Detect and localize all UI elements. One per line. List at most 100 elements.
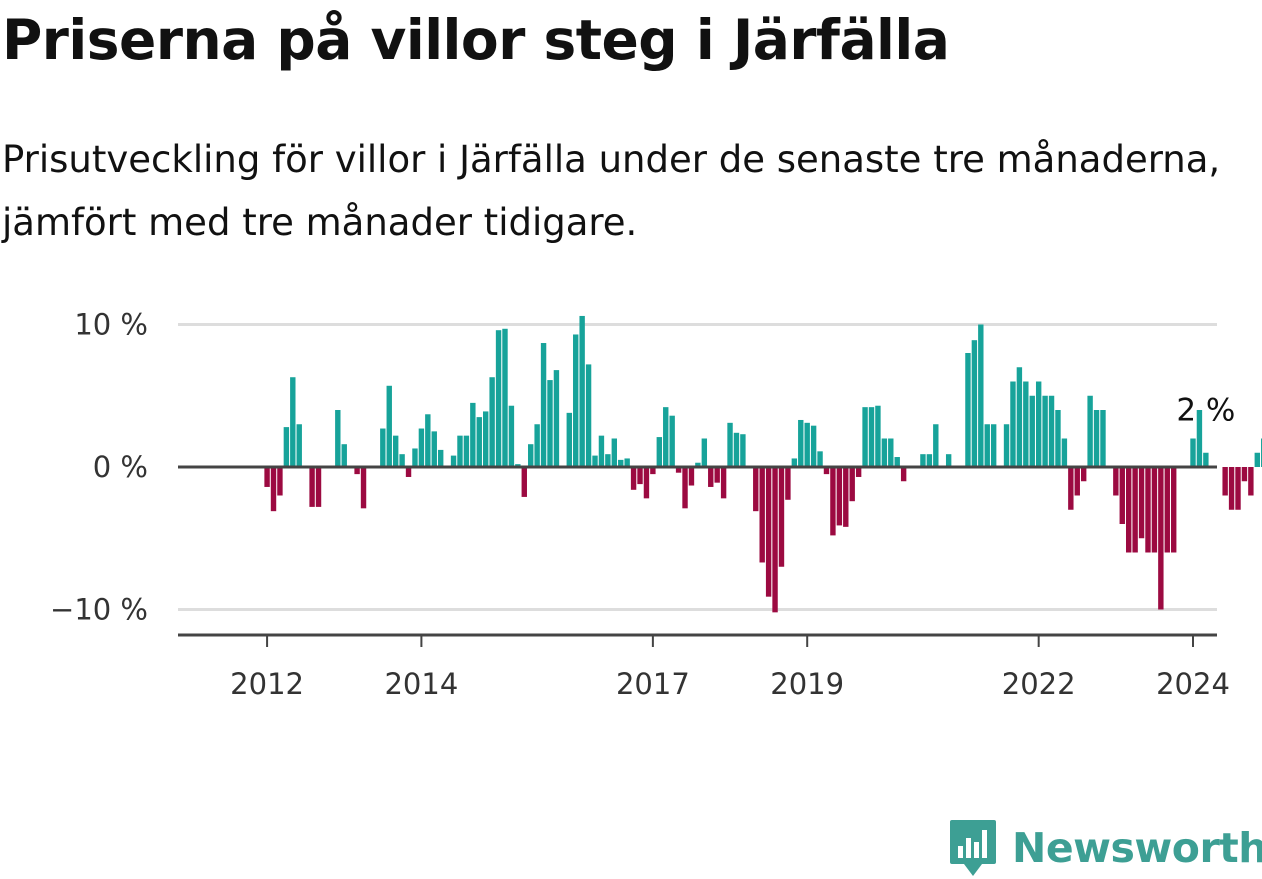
bar	[708, 467, 714, 487]
bar	[605, 454, 611, 467]
tick-labels: 10 % 0 % −10 % 2012 2014 2017 2019 2022 2024 2 %	[50, 308, 1235, 702]
bar	[1074, 467, 1080, 496]
bar	[1119, 467, 1125, 524]
bar	[418, 428, 425, 467]
bar	[1023, 381, 1029, 467]
bar	[553, 370, 560, 467]
bar	[965, 353, 971, 467]
bar	[489, 377, 495, 467]
bar	[701, 438, 708, 467]
bar	[1029, 395, 1035, 467]
x-tick-label: 2017	[616, 667, 690, 701]
bar	[843, 467, 849, 527]
bar	[688, 467, 695, 486]
bar	[1061, 438, 1068, 467]
grid-lines	[178, 323, 1217, 611]
bar	[380, 428, 386, 467]
bar	[618, 459, 624, 467]
x-tick-label: 2014	[384, 667, 458, 701]
bar	[926, 454, 933, 467]
bar	[354, 467, 360, 475]
bar	[881, 438, 888, 467]
bar	[1042, 395, 1048, 467]
bar	[290, 377, 296, 467]
bar	[862, 407, 868, 467]
bar	[277, 467, 283, 496]
bar	[412, 448, 418, 467]
bar	[457, 435, 463, 467]
bar	[759, 467, 765, 563]
bar	[1048, 395, 1055, 467]
bar	[1132, 467, 1138, 553]
bar	[1241, 467, 1248, 482]
brand-name: Newsworthy	[1012, 824, 1262, 872]
bar	[817, 451, 823, 467]
bar	[765, 467, 772, 597]
bar	[804, 422, 810, 467]
bar	[1003, 424, 1010, 467]
bar	[978, 324, 984, 467]
bar	[637, 467, 643, 485]
bar	[450, 455, 457, 467]
bar	[849, 467, 855, 502]
bar	[521, 467, 527, 497]
chart-subtitle: Prisutveckling för villor i Järfälla und…	[2, 138, 1221, 244]
bar	[483, 411, 489, 467]
bar	[579, 315, 585, 467]
bar	[984, 424, 990, 467]
x-tick-label: 2022	[1002, 667, 1076, 701]
bar	[1010, 381, 1016, 467]
bar	[1158, 467, 1164, 610]
bar	[1228, 467, 1235, 510]
bar	[598, 435, 605, 467]
bar	[714, 467, 720, 483]
chart-title: Priserna på villor steg i Järfälla	[2, 8, 950, 72]
x-tick-label: 2012	[230, 667, 304, 701]
bar	[1068, 467, 1074, 510]
bar	[270, 467, 277, 512]
bar	[495, 330, 502, 467]
bar	[1100, 410, 1106, 467]
bar	[791, 458, 798, 467]
bar	[1093, 410, 1100, 467]
brand-logo: Newsworthy	[948, 818, 1262, 878]
bar	[650, 467, 656, 475]
bar	[695, 462, 701, 467]
bar	[1087, 395, 1093, 467]
newsworthy-chart-badge-icon	[950, 820, 996, 876]
bar	[675, 467, 682, 473]
bar	[1145, 467, 1151, 553]
bar	[785, 467, 791, 500]
bar	[1190, 438, 1196, 467]
bar	[1126, 467, 1132, 553]
bar	[425, 414, 431, 467]
x-tick-label: 2024	[1156, 667, 1230, 701]
bar	[296, 424, 302, 467]
bar	[1016, 367, 1023, 467]
bar	[1222, 467, 1228, 496]
bar	[540, 343, 547, 467]
bar	[733, 432, 740, 467]
bar	[894, 457, 900, 467]
bar	[753, 467, 759, 512]
bar	[740, 434, 746, 467]
bar	[585, 364, 592, 467]
bar	[1235, 467, 1241, 510]
bar	[778, 467, 785, 567]
bar	[283, 427, 290, 467]
bar	[1248, 467, 1254, 496]
bar	[875, 405, 881, 467]
axes	[178, 465, 1217, 647]
bar	[945, 454, 952, 467]
bar	[508, 405, 515, 467]
bar	[624, 458, 630, 467]
bar	[1171, 467, 1177, 553]
bar	[1138, 467, 1145, 539]
bar	[405, 467, 412, 477]
y-tick-label: 0 %	[93, 450, 148, 484]
bar	[1164, 467, 1170, 553]
bar	[528, 444, 534, 467]
bar	[933, 424, 939, 467]
bar	[399, 454, 405, 467]
bar	[264, 467, 270, 487]
